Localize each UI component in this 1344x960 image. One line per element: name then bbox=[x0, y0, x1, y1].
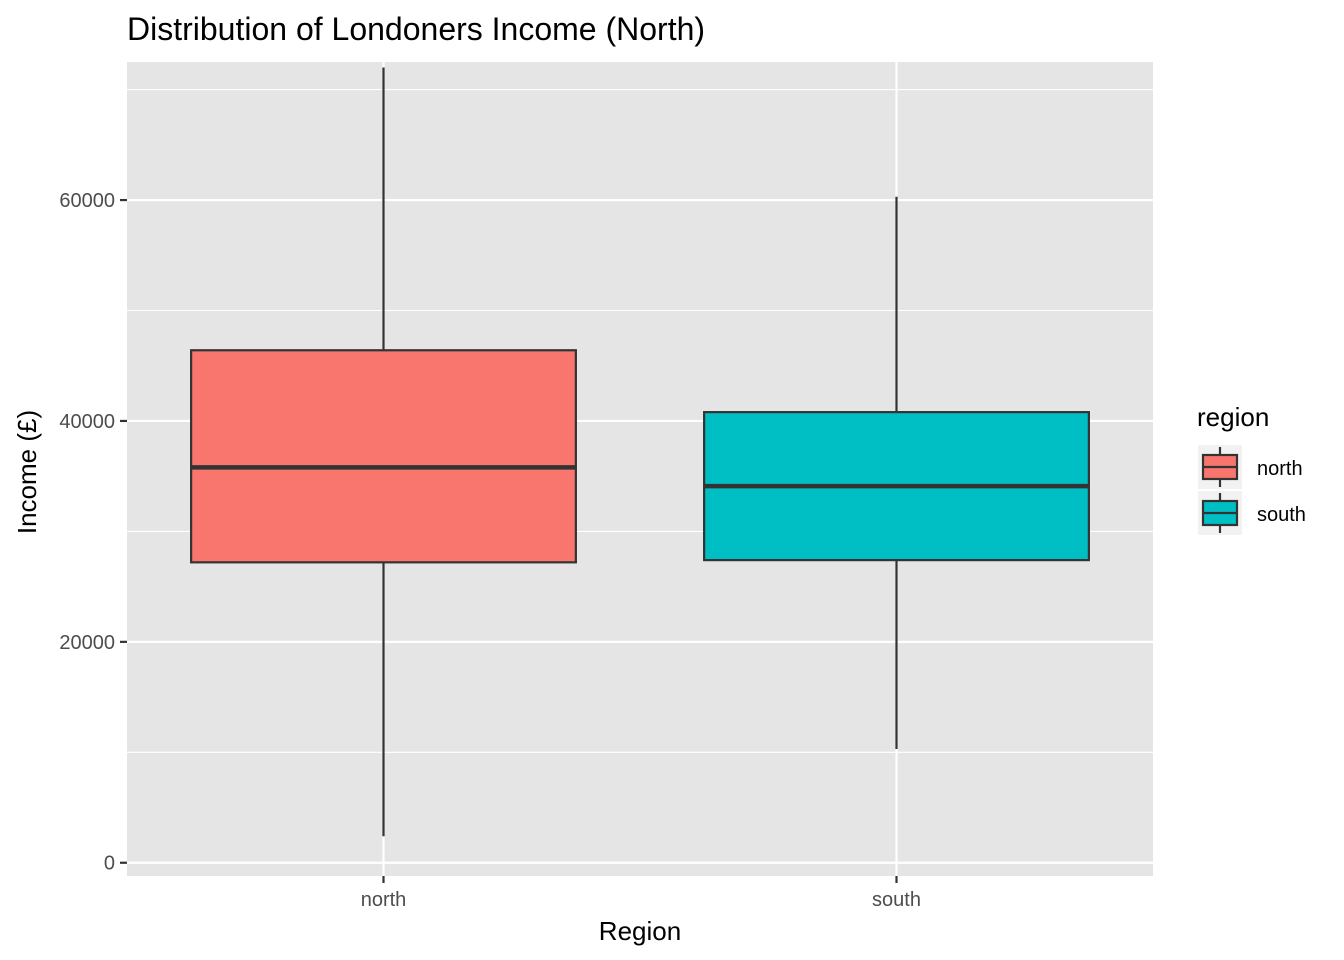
box-layer bbox=[190, 67, 1090, 837]
y-tick-label: 60000 bbox=[59, 190, 115, 212]
y-tick-label: 20000 bbox=[59, 632, 115, 654]
chart-title: Distribution of Londoners Income (North) bbox=[127, 11, 705, 47]
legend-title: region bbox=[1197, 402, 1269, 432]
x-axis-title: Region bbox=[599, 916, 681, 946]
x-axis: north south bbox=[361, 876, 921, 911]
x-tick-label: north bbox=[361, 889, 407, 911]
iqr-box-north bbox=[190, 349, 577, 564]
legend-entry-north: north bbox=[1198, 445, 1303, 489]
y-axis: 0 20000 40000 60000 bbox=[59, 190, 127, 875]
legend: region north south bbox=[1197, 402, 1306, 535]
legend-label: north bbox=[1257, 458, 1303, 480]
box-south bbox=[703, 196, 1090, 749]
y-axis-title: Income (£) bbox=[12, 410, 42, 534]
legend-label: south bbox=[1257, 504, 1306, 526]
box-north bbox=[190, 67, 577, 837]
x-tick-label: south bbox=[872, 889, 921, 911]
y-tick-label: 0 bbox=[104, 853, 115, 875]
legend-entry-south: south bbox=[1198, 491, 1306, 535]
y-tick-label: 40000 bbox=[59, 411, 115, 433]
